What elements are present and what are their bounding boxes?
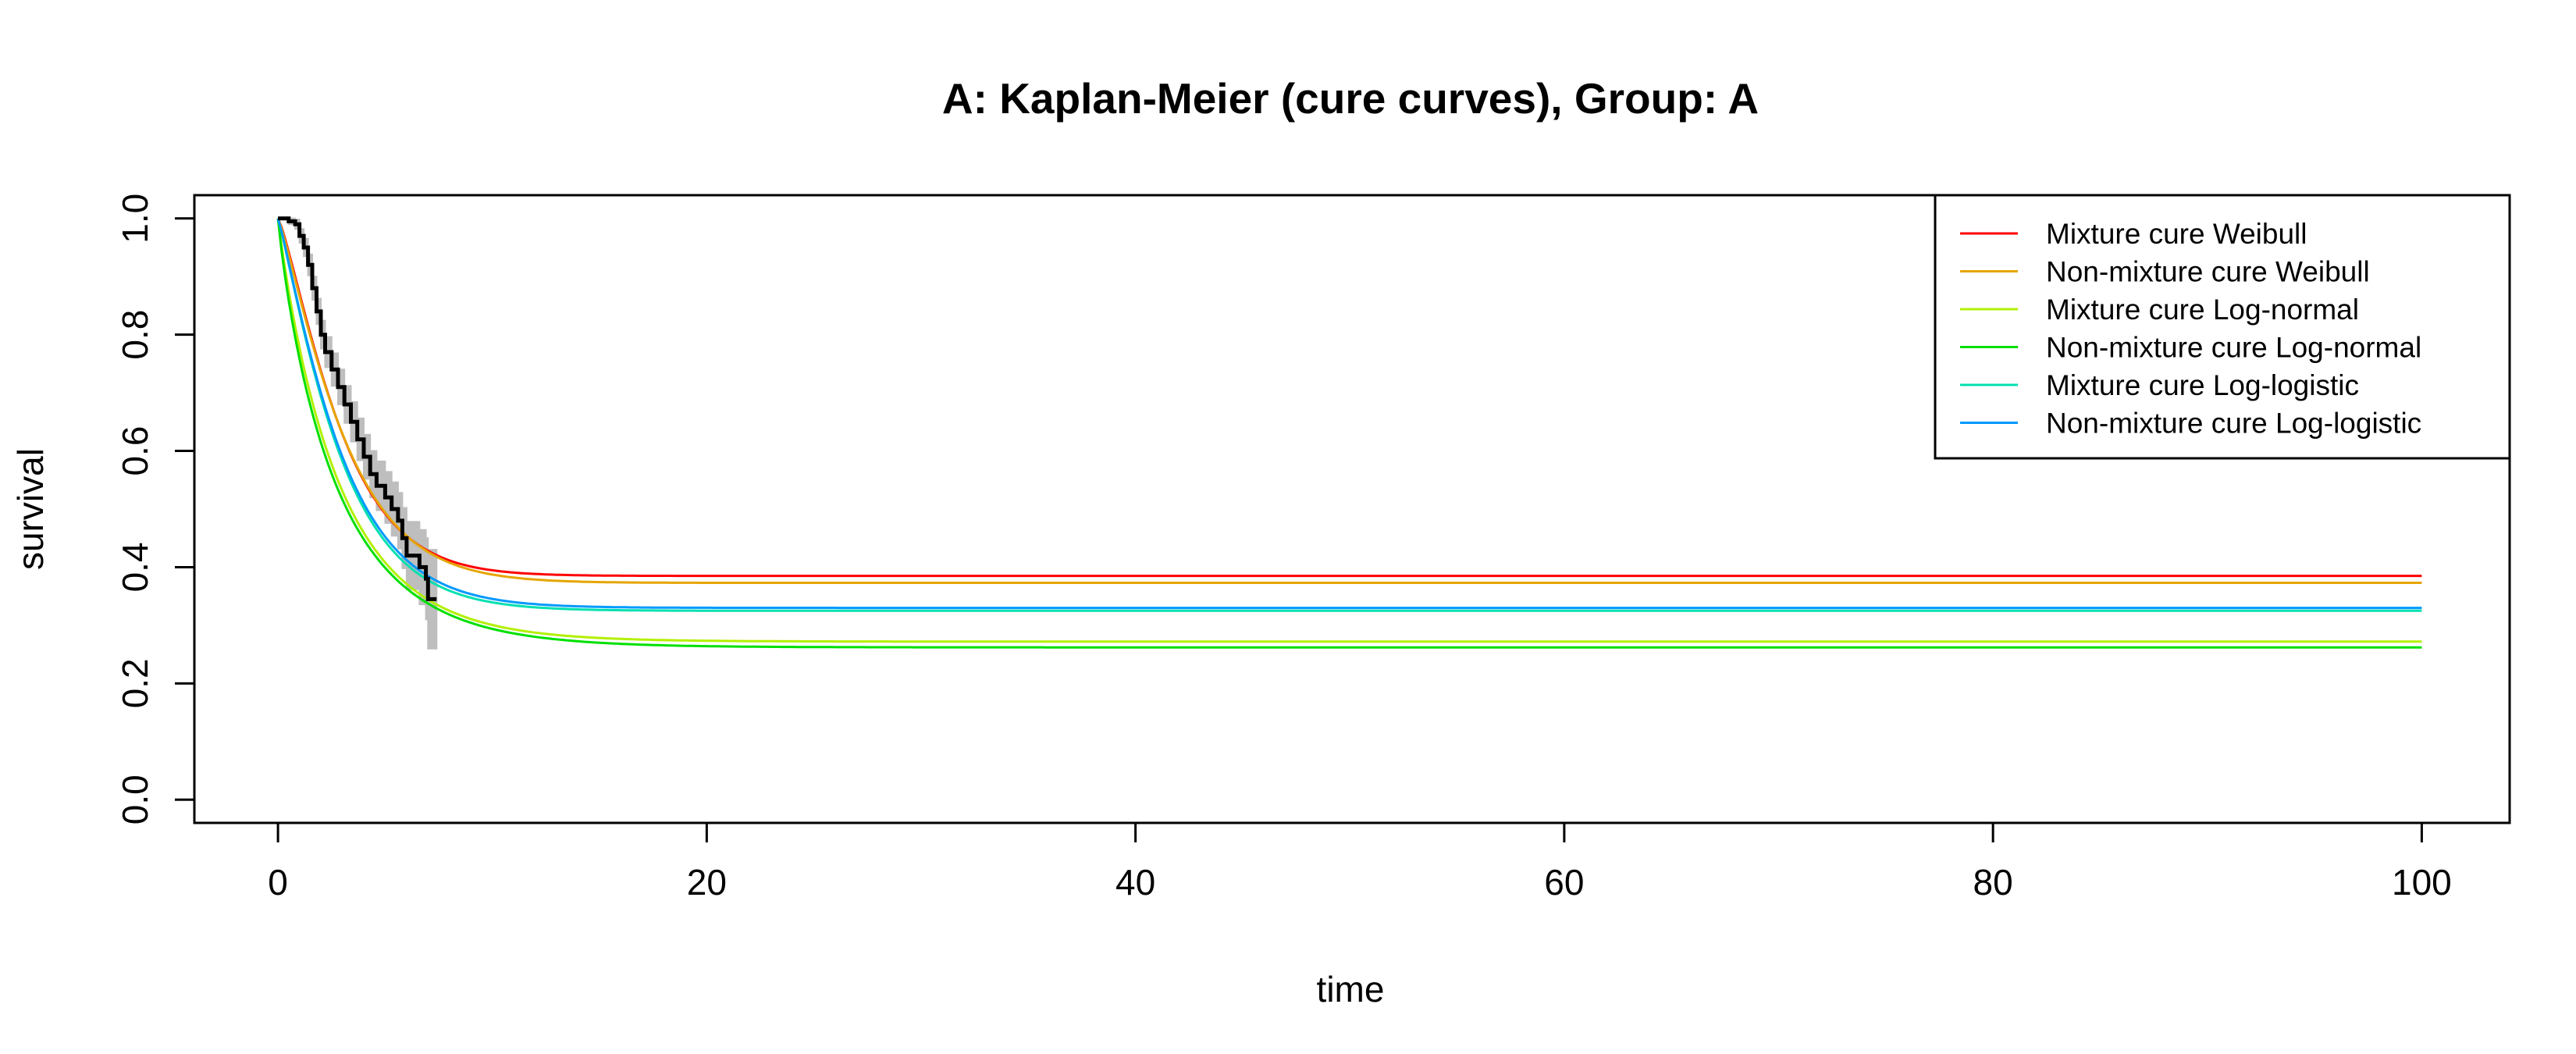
series-layer xyxy=(276,218,2422,649)
x-axis-label: time xyxy=(1317,969,1385,1009)
x-tick-label: 80 xyxy=(1973,862,2013,903)
y-axis: 0.0 0.2 0.4 0.6 0.8 1.0 xyxy=(115,194,196,824)
legend-items: Mixture cure Weibull Non-mixture cure Wei… xyxy=(1960,218,2421,440)
y-tick-label: 0.2 xyxy=(115,658,155,708)
y-tick-label: 0.6 xyxy=(115,426,155,476)
x-tick-label: 20 xyxy=(687,862,727,903)
series-line-3 xyxy=(276,218,2422,643)
km-curve xyxy=(278,216,437,601)
legend-label: Non-mixture cure Weibull xyxy=(2046,256,2370,288)
chart-title: A: Kaplan-Meier (cure curves), Group: A xyxy=(942,74,1759,123)
x-axis: 0 20 40 60 80 100 xyxy=(268,821,2452,903)
legend-label: Non-mixture cure Log-normal xyxy=(2046,332,2421,364)
x-tick-label: 60 xyxy=(1544,862,1584,903)
legend: Mixture cure Weibull Non-mixture cure Wei… xyxy=(1934,194,2511,460)
x-tick-label: 0 xyxy=(268,862,288,903)
y-tick-label: 0.4 xyxy=(115,542,155,592)
series-line-2 xyxy=(276,218,2422,584)
legend-label: Mixture cure Log-logistic xyxy=(2046,369,2359,401)
legend-label: Non-mixture cure Log-logistic xyxy=(2046,408,2421,440)
legend-box xyxy=(1934,194,2511,460)
y-tick-label: 0.8 xyxy=(115,310,155,360)
x-tick-label: 40 xyxy=(1115,862,1155,903)
y-tick-label: 0.0 xyxy=(115,774,155,824)
x-tick-label: 100 xyxy=(2392,862,2452,903)
y-tick-label: 1.0 xyxy=(115,194,155,244)
series-line-4 xyxy=(276,218,2422,649)
legend-label: Mixture cure Weibull xyxy=(2046,218,2307,250)
series-line-6 xyxy=(276,218,2422,610)
series-line-1 xyxy=(276,218,2422,578)
km-curve-layer xyxy=(278,216,437,601)
y-axis-label: survival xyxy=(10,448,51,570)
series-line-5 xyxy=(276,218,2422,612)
legend-label: Mixture cure Log-normal xyxy=(2046,294,2359,326)
